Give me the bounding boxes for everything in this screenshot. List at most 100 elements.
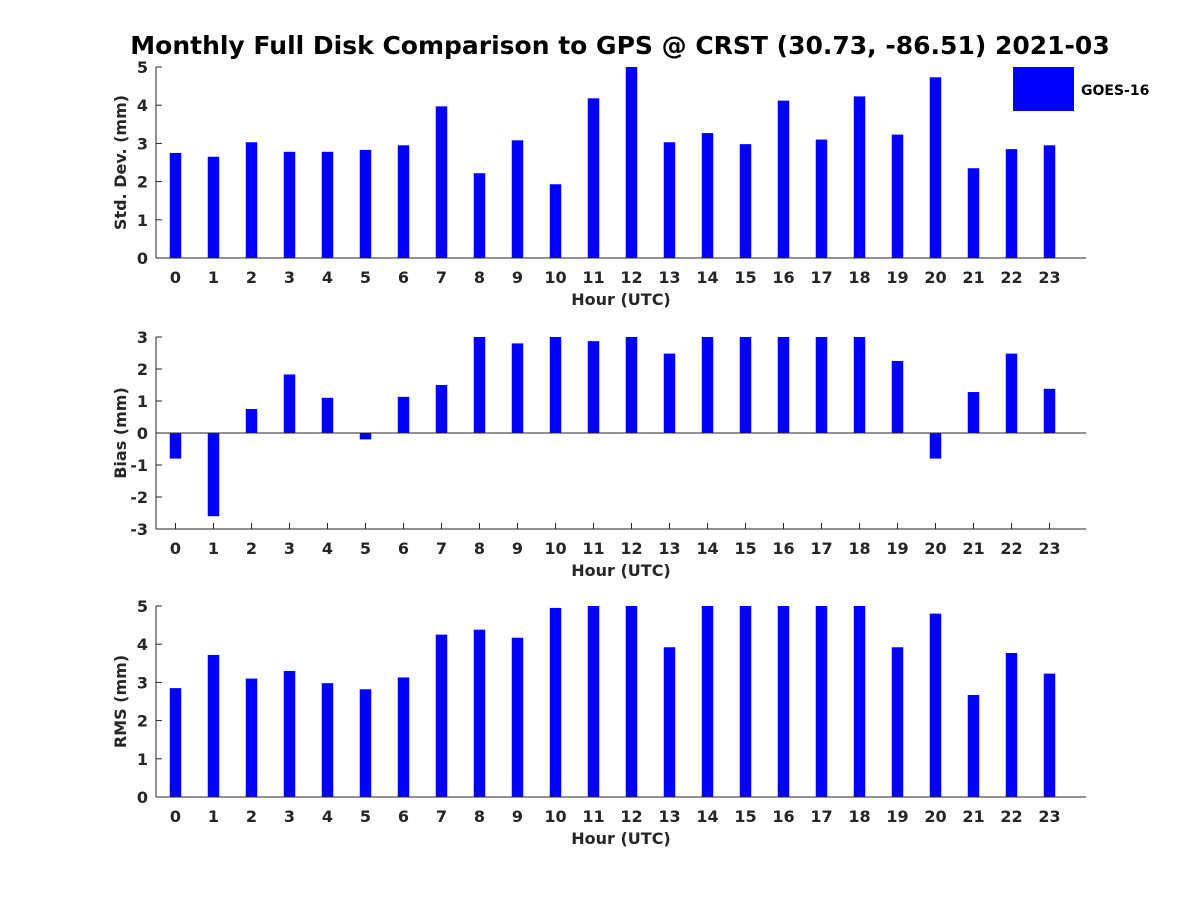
bias-bar-3 bbox=[283, 374, 296, 433]
std-dev-bar-17 bbox=[815, 139, 828, 258]
bias-bar-12 bbox=[625, 337, 638, 433]
chart-title: Monthly Full Disk Comparison to GPS @ CR… bbox=[130, 31, 1109, 60]
std-dev-bar-9 bbox=[511, 140, 524, 258]
rms-bar-4 bbox=[321, 683, 334, 797]
rms-x-tick-label: 14 bbox=[696, 807, 718, 826]
std-dev-x-tick-label: 0 bbox=[170, 268, 181, 287]
bias-bar-13 bbox=[663, 353, 676, 433]
rms-x-tick-label: 4 bbox=[322, 807, 333, 826]
std-dev-x-tick-label: 11 bbox=[582, 268, 604, 287]
bias-x-tick-label: 9 bbox=[512, 539, 523, 558]
rms-bar-18 bbox=[853, 606, 866, 797]
std-dev-x-tick-label: 15 bbox=[734, 268, 756, 287]
std-dev-x-tick-label: 1 bbox=[208, 268, 219, 287]
rms-bar-23 bbox=[1043, 673, 1056, 797]
std-dev-x-tick-label: 6 bbox=[398, 268, 409, 287]
rms-bar-9 bbox=[511, 637, 524, 797]
rms-x-tick-label: 23 bbox=[1038, 807, 1060, 826]
rms-bar-6 bbox=[397, 677, 410, 797]
std-dev-x-tick-label: 3 bbox=[284, 268, 295, 287]
bias-bar-22 bbox=[1005, 353, 1018, 433]
bias-x-tick-label: 0 bbox=[170, 539, 181, 558]
std-dev-bar-21 bbox=[967, 168, 980, 258]
rms-y-tick-label: 1 bbox=[137, 750, 148, 769]
rms-y-tick-label: 0 bbox=[137, 788, 148, 807]
legend-swatch bbox=[1013, 67, 1074, 111]
rms-bar-5 bbox=[359, 689, 372, 797]
rms-x-tick-label: 19 bbox=[886, 807, 908, 826]
rms-x-tick-label: 13 bbox=[658, 807, 680, 826]
std-dev-y-tick-label: 1 bbox=[137, 211, 148, 230]
std-dev-x-tick-label: 18 bbox=[848, 268, 870, 287]
std-dev-bar-23 bbox=[1043, 145, 1056, 258]
rms-x-tick-label: 1 bbox=[208, 807, 219, 826]
rms-y-axis-label: RMS (mm) bbox=[111, 655, 130, 748]
std-dev-bar-7 bbox=[435, 106, 448, 258]
std-dev-bar-18 bbox=[853, 96, 866, 258]
std-dev-y-tick-label: 4 bbox=[137, 96, 148, 115]
std-dev-x-axis-label: Hour (UTC) bbox=[571, 290, 671, 309]
legend-label: GOES-16 bbox=[1081, 83, 1149, 99]
rms-x-tick-label: 9 bbox=[512, 807, 523, 826]
std-dev-bar-16 bbox=[777, 100, 790, 259]
bias-x-tick-label: 5 bbox=[360, 539, 371, 558]
bias-x-tick-label: 3 bbox=[284, 539, 295, 558]
bias-x-tick-label: 21 bbox=[962, 539, 984, 558]
bias-x-tick-label: 4 bbox=[322, 539, 333, 558]
bias-bar-9 bbox=[511, 343, 524, 433]
rms-y-tick-label: 2 bbox=[137, 712, 148, 731]
bias-bar-17 bbox=[815, 337, 828, 433]
std-dev-x-tick-label: 16 bbox=[772, 268, 794, 287]
std-dev-bar-3 bbox=[283, 151, 296, 258]
std-dev-y-tick-label: 5 bbox=[137, 58, 148, 77]
rms-bar-7 bbox=[435, 634, 448, 797]
bias-x-tick-label: 16 bbox=[772, 539, 794, 558]
std-dev-y-tick-label: 2 bbox=[137, 173, 148, 192]
rms-x-tick-label: 17 bbox=[810, 807, 832, 826]
rms-bar-3 bbox=[283, 670, 296, 797]
rms-y-tick-label: 4 bbox=[137, 635, 148, 654]
std-dev-x-tick-label: 19 bbox=[886, 268, 908, 287]
bias-x-tick-label: 22 bbox=[1000, 539, 1022, 558]
std-dev-bar-0 bbox=[169, 152, 182, 258]
bias-bar-15 bbox=[739, 337, 752, 433]
rms-y-tick-label: 3 bbox=[137, 673, 148, 692]
bias-bar-2 bbox=[245, 409, 258, 433]
rms-x-tick-label: 0 bbox=[170, 807, 181, 826]
rms-bar-17 bbox=[815, 606, 828, 797]
bias-bar-7 bbox=[435, 385, 448, 433]
rms-x-tick-label: 22 bbox=[1000, 807, 1022, 826]
std-dev-x-tick-label: 9 bbox=[512, 268, 523, 287]
std-dev-x-tick-label: 12 bbox=[620, 268, 642, 287]
bias-bar-16 bbox=[777, 337, 790, 433]
bias-bar-14 bbox=[701, 337, 714, 433]
std-dev-x-tick-label: 22 bbox=[1000, 268, 1022, 287]
bias-bar-5 bbox=[359, 433, 372, 440]
std-dev-bar-8 bbox=[473, 173, 486, 258]
bias-y-tick-label: -2 bbox=[130, 488, 148, 507]
bias-bar-8 bbox=[473, 337, 486, 433]
bias-x-tick-label: 8 bbox=[474, 539, 485, 558]
bias-x-tick-label: 6 bbox=[398, 539, 409, 558]
std-dev-y-tick-label: 3 bbox=[137, 134, 148, 153]
std-dev-x-tick-label: 4 bbox=[322, 268, 333, 287]
bias-bar-20 bbox=[929, 433, 942, 459]
std-dev-x-tick-label: 7 bbox=[436, 268, 447, 287]
bias-y-tick-label: 1 bbox=[137, 392, 148, 411]
rms-x-tick-label: 15 bbox=[734, 807, 756, 826]
rms-x-tick-label: 8 bbox=[474, 807, 485, 826]
rms-x-tick-label: 16 bbox=[772, 807, 794, 826]
rms-x-tick-label: 2 bbox=[246, 807, 257, 826]
rms-bar-20 bbox=[929, 613, 942, 797]
std-dev-x-tick-label: 2 bbox=[246, 268, 257, 287]
bias-bar-21 bbox=[967, 392, 980, 433]
rms-bar-15 bbox=[739, 606, 752, 797]
bias-bar-11 bbox=[587, 341, 600, 433]
rms-bar-22 bbox=[1005, 652, 1018, 797]
std-dev-x-tick-label: 10 bbox=[544, 268, 566, 287]
rms-x-axis-label: Hour (UTC) bbox=[571, 829, 671, 848]
bias-x-tick-label: 19 bbox=[886, 539, 908, 558]
rms-x-tick-label: 20 bbox=[924, 807, 946, 826]
std-dev-bar-13 bbox=[663, 142, 676, 258]
